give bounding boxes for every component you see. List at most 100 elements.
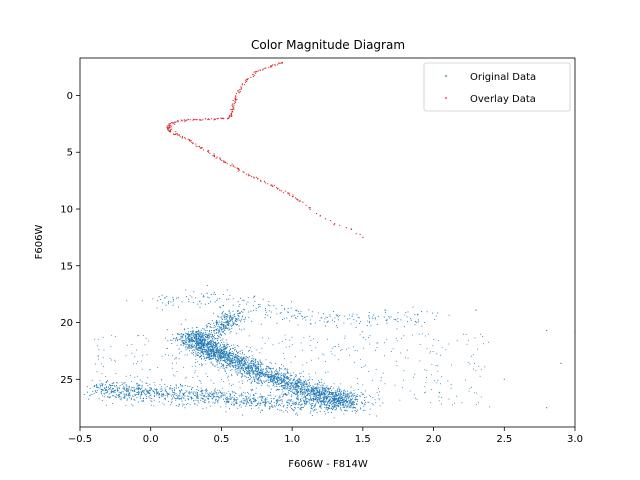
data-point [257, 378, 259, 380]
data-point [221, 350, 223, 352]
data-point [235, 401, 237, 403]
data-point [238, 305, 240, 307]
data-point [173, 374, 174, 376]
data-point [233, 401, 235, 403]
data-point [219, 339, 221, 341]
data-point [313, 394, 316, 396]
data-point [313, 392, 315, 394]
data-point [274, 378, 276, 380]
data-point [273, 379, 275, 382]
data-point [356, 399, 359, 401]
data-point [195, 347, 198, 349]
data-point [250, 382, 252, 384]
data-point [173, 391, 175, 394]
data-point [184, 395, 186, 397]
data-point [261, 376, 263, 378]
data-point [226, 400, 228, 402]
data-point [231, 344, 233, 346]
data-point [188, 344, 191, 346]
data-point [253, 362, 255, 364]
data-point [188, 118, 190, 121]
data-point [321, 397, 323, 400]
data-point [209, 152, 211, 154]
data-point [353, 394, 355, 396]
data-point [355, 395, 357, 397]
data-point [101, 399, 103, 401]
data-point [343, 405, 345, 407]
data-point [324, 393, 326, 395]
data-point [325, 396, 327, 397]
data-point [152, 390, 154, 392]
data-point [302, 387, 304, 389]
data-point [312, 408, 314, 410]
data-point [286, 381, 288, 383]
data-point [253, 74, 255, 76]
data-point [238, 91, 240, 93]
data-point [312, 385, 314, 387]
data-point [278, 383, 280, 384]
data-point [333, 398, 335, 401]
data-point [261, 383, 264, 385]
data-point [278, 404, 280, 406]
data-point [204, 333, 206, 336]
data-point [338, 393, 340, 395]
data-point [121, 382, 123, 384]
data-point [338, 400, 340, 402]
data-point [216, 322, 218, 325]
data-point [182, 344, 185, 346]
data-point [246, 401, 248, 403]
data-point [473, 368, 474, 370]
data-point [237, 354, 239, 356]
data-point [286, 383, 288, 385]
data-point [335, 395, 338, 397]
data-point [180, 336, 182, 338]
data-point [97, 355, 99, 357]
data-point [330, 396, 333, 398]
data-point [241, 359, 243, 361]
data-point [276, 368, 278, 370]
data-point [301, 398, 303, 400]
data-point [101, 385, 103, 387]
data-point [144, 344, 146, 346]
data-point [233, 391, 235, 393]
data-point [236, 324, 239, 326]
data-point [171, 391, 174, 393]
data-point [356, 314, 358, 316]
data-point [312, 404, 314, 406]
data-point [438, 396, 440, 398]
data-point [244, 318, 246, 320]
data-point [205, 333, 207, 335]
data-point [299, 313, 301, 315]
data-point [250, 394, 252, 396]
data-point [275, 370, 277, 372]
data-point [308, 398, 311, 400]
data-point [101, 373, 103, 375]
data-point [221, 324, 223, 326]
data-point [337, 390, 339, 393]
data-point [327, 395, 329, 398]
data-point [396, 365, 398, 367]
data-point [248, 317, 250, 319]
data-point [268, 379, 270, 381]
data-point [224, 361, 227, 364]
data-point [257, 363, 259, 365]
data-point [304, 379, 306, 381]
data-point [243, 360, 245, 362]
data-point [239, 304, 241, 306]
data-point [324, 395, 326, 397]
data-point [256, 371, 258, 373]
data-point [164, 337, 166, 339]
data-point [215, 346, 217, 348]
data-point [348, 314, 351, 316]
data-point [107, 390, 109, 392]
data-point [300, 405, 302, 407]
data-point [306, 398, 308, 400]
data-point [376, 347, 378, 349]
data-point [213, 293, 215, 295]
data-point [104, 384, 106, 386]
data-point [195, 143, 197, 145]
data-point [340, 400, 342, 402]
data-point [209, 392, 211, 394]
data-point [305, 395, 308, 397]
data-point [342, 398, 344, 400]
